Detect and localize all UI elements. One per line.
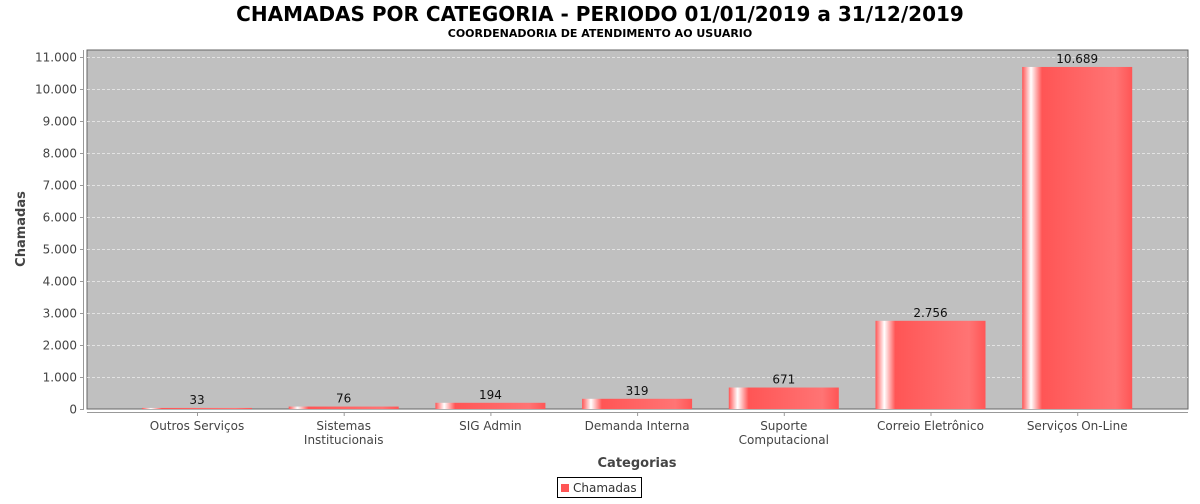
legend: Chamadas — [557, 477, 642, 498]
data-label: 671 — [772, 373, 795, 387]
legend-swatch — [561, 484, 569, 492]
y-tick-label: 7.000 — [43, 179, 77, 193]
y-tick-label: 11.000 — [35, 51, 77, 65]
data-label: 194 — [479, 388, 502, 402]
y-tick-label: 8.000 — [43, 147, 77, 161]
y-tick-label: 3.000 — [43, 307, 77, 321]
x-tick-label: Institucionais — [304, 433, 384, 447]
y-tick-label: 1.000 — [43, 371, 77, 385]
data-label: 76 — [336, 392, 351, 406]
bar — [288, 406, 399, 409]
y-axis-label: Chamadas — [14, 191, 29, 267]
bar — [875, 320, 986, 409]
data-label: 10.689 — [1056, 52, 1098, 66]
y-tick-label: 6.000 — [43, 211, 77, 225]
data-label: 2.756 — [913, 306, 947, 320]
bar — [435, 402, 546, 409]
plot-area — [86, 49, 1189, 410]
chart-title: CHAMADAS POR CATEGORIA - PERIODO 01/01/2… — [236, 2, 964, 26]
y-tick-label: 9.000 — [43, 115, 77, 129]
x-tick-label: Demanda Interna — [585, 419, 690, 433]
x-tick-label: Suporte — [760, 419, 807, 433]
y-tick-label: 4.000 — [43, 275, 77, 289]
x-axis-label: Categorias — [598, 456, 677, 471]
y-tick-label: 5.000 — [43, 243, 77, 257]
x-tick-label: Computacional — [739, 433, 829, 447]
data-label: 319 — [626, 384, 649, 398]
x-tick-label: Outros Serviços — [150, 419, 244, 433]
x-tick-label: Correio Eletrônico — [877, 419, 984, 433]
bar — [1022, 66, 1133, 410]
x-tick-label: SIG Admin — [459, 419, 522, 433]
y-tick-label: 0 — [69, 403, 77, 417]
y-tick-label: 2.000 — [43, 339, 77, 353]
data-label: 33 — [189, 393, 204, 407]
x-tick-label: Serviços On-Line — [1027, 419, 1128, 433]
x-tick-label: Sistemas — [316, 419, 371, 433]
chart-subtitle: COORDENADORIA DE ATENDIMENTO AO USUARIO — [448, 27, 753, 40]
bar — [582, 398, 693, 409]
y-tick-label: 10.000 — [35, 83, 77, 97]
legend-label: Chamadas — [573, 481, 637, 495]
bar — [142, 407, 252, 409]
bar — [728, 387, 839, 409]
